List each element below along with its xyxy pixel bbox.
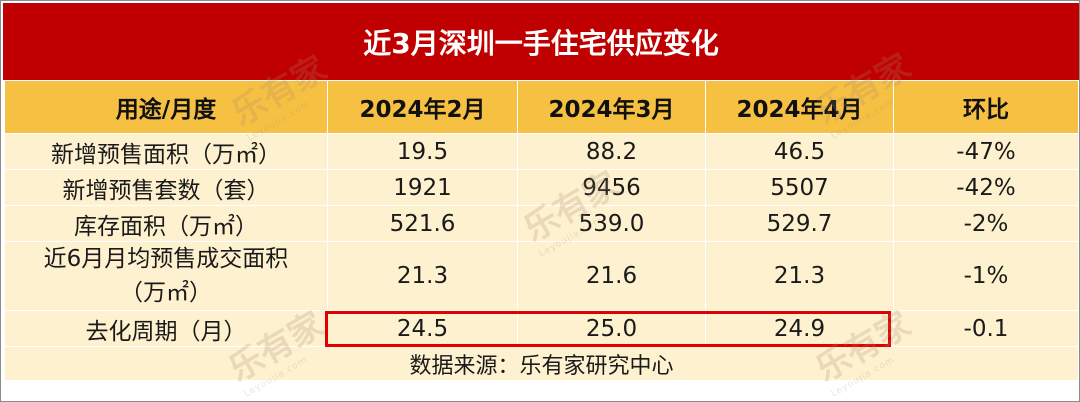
source-note: 数据来源：乐有家研究中心 xyxy=(4,346,1079,381)
table-row: 近6月月均预售成交面积 （万㎡） 21.3 21.6 21.3 -1% xyxy=(4,241,1079,311)
table-row: 去化周期（月） 24.5 25.0 24.9 -0.1 xyxy=(4,310,1079,347)
header-cell: 2024年2月 xyxy=(327,80,518,134)
header-cell: 2024年4月 xyxy=(705,80,894,134)
cell-mom: -0.1 xyxy=(893,310,1079,347)
cell-value: 539.0 xyxy=(517,205,706,242)
header-cell: 用途/月度 xyxy=(4,80,328,134)
table-title: 近3月深圳一手住宅供应变化 xyxy=(3,3,1079,80)
row-label: 近6月月均预售成交面积 （万㎡） xyxy=(4,241,328,311)
cell-value: 21.3 xyxy=(327,241,518,311)
row-label: 库存面积（万㎡） xyxy=(4,205,328,242)
cell-value: 521.6 xyxy=(327,205,518,242)
supply-table: 用途/月度 2024年2月 2024年3月 2024年4月 环比 新增预售面积（… xyxy=(4,80,1079,381)
cell-value: 24.9 xyxy=(705,310,894,347)
cell-value: 46.5 xyxy=(705,133,894,170)
cell-value: 1921 xyxy=(327,169,518,206)
cell-mom: -2% xyxy=(893,205,1079,242)
cell-value: 19.5 xyxy=(327,133,518,170)
cell-value: 21.6 xyxy=(517,241,706,311)
cell-mom: -42% xyxy=(893,169,1079,206)
cell-value: 88.2 xyxy=(517,133,706,170)
source-row: 数据来源：乐有家研究中心 xyxy=(4,346,1079,381)
cell-value: 24.5 xyxy=(327,310,518,347)
header-row: 用途/月度 2024年2月 2024年3月 2024年4月 环比 xyxy=(4,80,1079,134)
cell-value: 21.3 xyxy=(705,241,894,311)
table-row: 新增预售面积（万㎡） 19.5 88.2 46.5 -47% xyxy=(4,133,1079,170)
cell-mom: -47% xyxy=(893,133,1079,170)
table-row: 库存面积（万㎡） 521.6 539.0 529.7 -2% xyxy=(4,205,1079,242)
cell-value: 529.7 xyxy=(705,205,894,242)
row-label: 新增预售套数（套） xyxy=(4,169,328,206)
row-label-line2: （万㎡） xyxy=(120,280,212,306)
row-label: 去化周期（月） xyxy=(4,310,328,347)
row-label: 新增预售面积（万㎡） xyxy=(4,133,328,170)
table-row: 新增预售套数（套） 1921 9456 5507 -42% xyxy=(4,169,1079,206)
cell-mom: -1% xyxy=(893,241,1079,311)
header-cell: 2024年3月 xyxy=(517,80,706,134)
cell-value: 9456 xyxy=(517,169,706,206)
row-label-line1: 近6月月均预售成交面积 xyxy=(43,246,289,272)
cell-value: 25.0 xyxy=(517,310,706,347)
cell-value: 5507 xyxy=(705,169,894,206)
header-cell: 环比 xyxy=(893,80,1079,134)
